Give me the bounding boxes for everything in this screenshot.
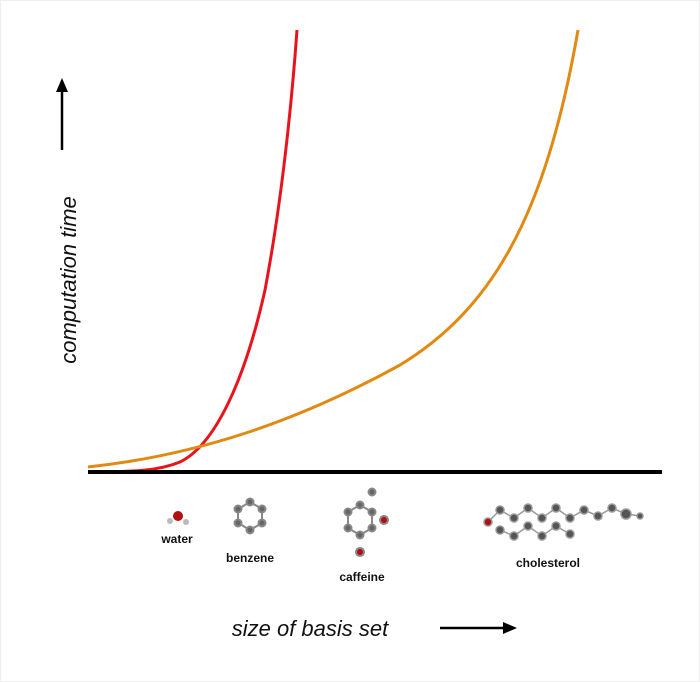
molecule-label: benzene (226, 551, 274, 565)
molecule-label: caffeine (339, 570, 385, 584)
diagram: computation time size of basis set water… (0, 0, 700, 682)
x-axis-label: size of basis set (232, 616, 389, 641)
y-axis-label: computation time (56, 196, 81, 364)
molecule-label: cholesterol (516, 556, 580, 570)
molecule-label: water (160, 532, 193, 546)
